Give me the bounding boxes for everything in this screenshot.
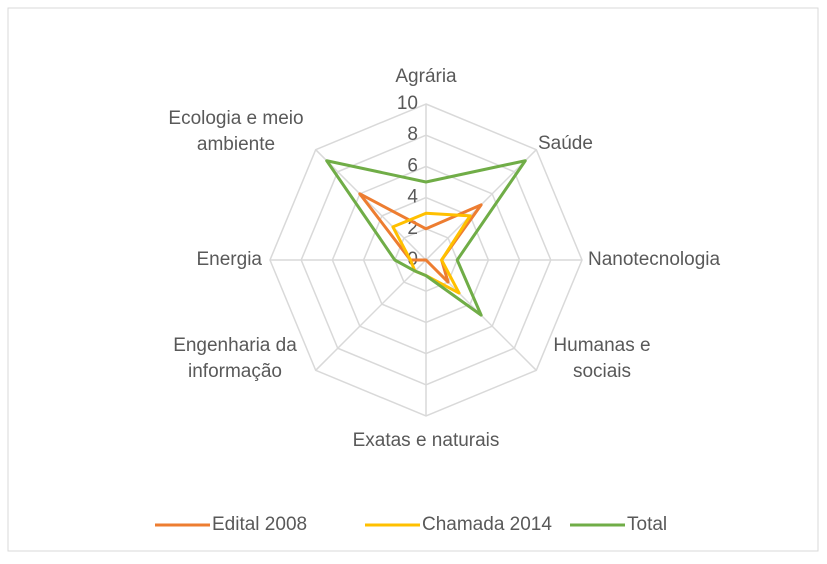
spoke (315, 259, 427, 371)
chart-frame (7, 7, 819, 552)
spoke (315, 149, 427, 261)
r-tick-label: 2 (407, 218, 418, 239)
legend-label: Chamada 2014 (422, 514, 552, 535)
series-line (325, 159, 527, 317)
legend-label: Edital 2008 (212, 514, 307, 535)
r-tick-label: 10 (397, 93, 418, 114)
category-label: Agrária (395, 66, 457, 87)
category-label: Energia (197, 249, 263, 270)
category-label: Saúde (538, 133, 593, 154)
series-line (358, 192, 483, 284)
r-tick-label: 4 (407, 187, 418, 208)
category-label: Humanas e sociais (553, 335, 650, 382)
category-label: Nanotecnologia (588, 249, 720, 270)
category-label: Exatas e naturais (353, 430, 500, 451)
category-label: Engenharia da informação (173, 335, 297, 382)
legend-label: Total (627, 514, 667, 535)
r-tick-label: 8 (407, 124, 418, 145)
category-label: Ecologia e meio ambiente (168, 108, 303, 155)
r-tick-label: 6 (407, 155, 418, 176)
